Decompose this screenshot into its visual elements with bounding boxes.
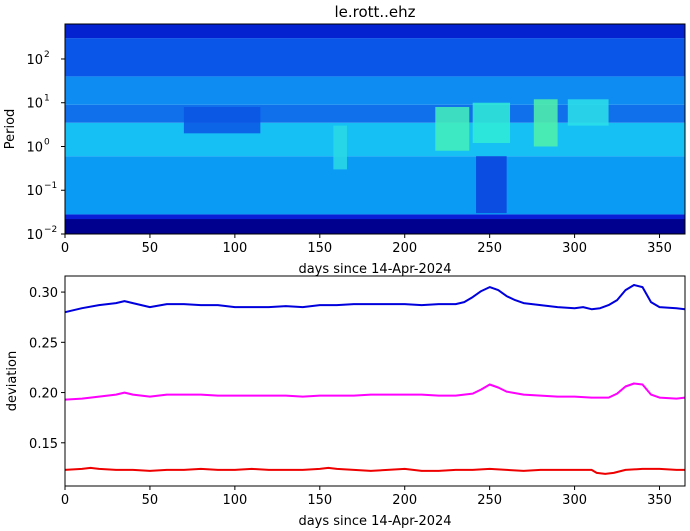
y-tick-label: 10 — [26, 53, 43, 68]
y-tick-exponent: −1 — [44, 181, 57, 191]
x-tick-label: 350 — [647, 493, 672, 508]
deviation-x-axis-label: days since 14-Apr-2024 — [298, 514, 451, 529]
spectrogram-x-axis: 0 50 100 150 200 250 300 350 — [61, 234, 672, 256]
x-tick-label: 250 — [477, 241, 502, 256]
deviation-y-axis: 0.15 0.20 0.25 0.30 — [29, 286, 65, 452]
heatmap-feature — [435, 106, 470, 151]
heatmap-band — [65, 122, 685, 157]
y-tick-label: 0.20 — [29, 387, 58, 402]
x-tick-label: 300 — [562, 493, 587, 508]
chart-title: le.rott..ehz — [334, 3, 415, 21]
y-tick-exponent: −2 — [44, 225, 57, 235]
heatmap-feature — [476, 156, 507, 214]
spectrogram-x-axis-label: days since 14-Apr-2024 — [298, 262, 451, 277]
heatmap-feature — [472, 102, 511, 144]
x-tick-label: 200 — [392, 241, 417, 256]
spectrogram-plot-area — [65, 24, 685, 234]
y-tick-label: 10 — [26, 228, 43, 243]
y-tick-label: 0.15 — [29, 437, 58, 452]
deviation-y-axis-label: deviation — [5, 351, 20, 411]
y-tick-label: 0.25 — [29, 336, 58, 351]
heatmap-feature — [333, 125, 347, 170]
heatmap-band — [65, 24, 685, 39]
heatmap-feature — [567, 99, 609, 126]
x-tick-label: 250 — [477, 493, 502, 508]
deviation-x-axis: 0 50 100 150 200 250 300 350 — [61, 486, 672, 508]
y-tick-label: 10 — [26, 140, 43, 155]
heatmap-band — [65, 156, 685, 215]
y-tick-label: 10 — [26, 184, 43, 199]
deviation-frame — [64, 275, 686, 487]
heatmap-feature — [533, 99, 558, 147]
x-tick-label: 100 — [222, 241, 247, 256]
series-line — [64, 284, 686, 314]
y-tick-exponent: 1 — [44, 94, 50, 104]
x-tick-label: 0 — [61, 493, 69, 508]
deviation-plot-area — [64, 284, 686, 475]
x-tick-label: 150 — [307, 241, 332, 256]
x-tick-label: 50 — [142, 241, 159, 256]
y-tick-label: 0.30 — [29, 286, 58, 301]
x-tick-label: 50 — [142, 493, 159, 508]
y-tick-exponent: 0 — [44, 137, 50, 147]
x-tick-label: 350 — [647, 241, 672, 256]
heatmap-feature — [183, 106, 261, 134]
heatmap-band — [65, 214, 685, 220]
y-tick-exponent: 2 — [44, 50, 50, 60]
x-tick-label: 0 — [61, 241, 69, 256]
x-tick-label: 150 — [307, 493, 332, 508]
spectrogram-panel: le.rott..ehz 0 50 100 150 200 250 300 350 10 −21… — [3, 3, 686, 277]
series-line — [64, 382, 686, 401]
x-tick-label: 300 — [562, 241, 587, 256]
x-tick-label: 100 — [222, 493, 247, 508]
x-tick-label: 200 — [392, 493, 417, 508]
y-tick-label: 10 — [26, 97, 43, 112]
heatmap-band — [65, 219, 685, 234]
spectrogram-y-axis-label: Period — [3, 109, 18, 150]
series-line — [64, 466, 685, 475]
heatmap-band — [65, 38, 685, 77]
deviation-panel: 0 50 100 150 200 250 300 350 0.15 0.20 0.25 0.30 d… — [5, 275, 686, 529]
spectrogram-frame — [64, 23, 686, 235]
